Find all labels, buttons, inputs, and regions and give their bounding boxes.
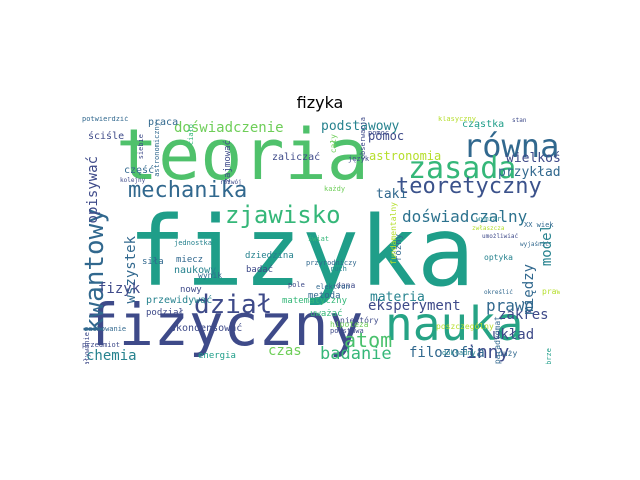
word-zaliczac: zaliczać — [272, 152, 321, 163]
word-ruch: ruch — [330, 265, 347, 273]
word-wymiar: wymiar — [476, 215, 502, 223]
word-uklad: układ — [492, 327, 535, 343]
word-atom: atom — [344, 328, 393, 352]
word-wyjasnic: wyjaśnić — [520, 241, 549, 248]
word-zwlaszcza: zwłaszcza — [472, 225, 505, 232]
word-energia: energia — [198, 351, 236, 361]
word-taki: taki — [376, 187, 408, 202]
word-prawo: prawo — [486, 296, 535, 315]
word-zasada: zasada — [408, 151, 517, 186]
word-fizyczny: fizyczny — [84, 291, 364, 359]
word-nowy: nowy — [180, 285, 202, 295]
word-miedzy: między — [521, 264, 537, 315]
word-hipoteza: hipoteza — [330, 320, 369, 329]
word-zjawisko: zjawisko — [225, 201, 341, 229]
word-czastka: cząstka — [462, 119, 505, 130]
word-zachowanie: zachowanie — [84, 325, 127, 333]
word-dobrze: dobrze — [545, 348, 553, 364]
word-sila: siła — [142, 257, 164, 267]
word-podzial: podział — [146, 308, 184, 318]
word-podstawowy: podstawowy — [321, 119, 400, 134]
word-inny: inny — [466, 342, 510, 363]
word-przewidywac: przewidywać — [146, 295, 213, 306]
word-optyka: optyka — [484, 253, 513, 262]
word-miecz: miecz — [176, 255, 204, 265]
word-okreslic: określić — [484, 289, 513, 296]
word-dana: dana — [336, 281, 356, 290]
word-teoria: teoria — [116, 116, 369, 196]
word-fizyk: fizyk — [98, 281, 141, 297]
word-zakres: zakres — [498, 307, 549, 323]
word-scisle: ściśle — [88, 131, 125, 142]
word-kwantowy: kwantowy — [80, 208, 110, 334]
word-poszczegolny: poszczególny — [436, 322, 494, 331]
word-elektron: elektron — [316, 283, 350, 291]
word-badanie: badanie — [320, 344, 392, 364]
word-jezyk: język — [348, 155, 370, 163]
word-uwazac: uważać — [310, 309, 343, 319]
word-zajmowac: zajmować — [223, 140, 233, 184]
word-caly: cały — [329, 134, 338, 154]
word-umozliwiac: umożliwiać — [482, 233, 519, 240]
word-chemia: chemia — [86, 348, 137, 364]
word-rownanie: równanie — [463, 127, 560, 165]
word-przyrodniczy: przyrodniczy — [306, 259, 357, 267]
word-kolejny: kolejny — [120, 177, 146, 184]
word-eksperyment: eksperyment — [368, 298, 461, 314]
word-jednostka: jednostka — [174, 239, 212, 247]
word-badac: badać — [246, 265, 274, 275]
word-czas: czas — [268, 343, 302, 359]
word-fizyka: fizyka — [128, 196, 475, 308]
word-pomoc: pomoc — [368, 129, 390, 137]
word-duzy: duży — [498, 349, 518, 358]
word-wielkosc: wielkość — [506, 151, 560, 166]
word-stan: stan — [512, 117, 527, 124]
word-metoda: metoda — [308, 291, 341, 301]
word-naukowy: naukowy — [174, 265, 217, 276]
word-dokladny: dokładny — [442, 349, 476, 357]
word-materia: materia — [370, 290, 425, 305]
word-astronomiczny: astronomiczny — [153, 122, 161, 177]
word-cialo: ciało — [187, 124, 195, 146]
word-potwierdzic: potwierdzić — [82, 116, 129, 123]
word-wynik: wynik — [198, 271, 223, 280]
word-pomoc: pomoc — [368, 129, 405, 143]
word-teoretyczny: teoretyczny — [396, 174, 542, 199]
word-matematyczny: matematyczny — [282, 296, 348, 306]
word-klasyczny: klasyczny — [438, 116, 476, 123]
word-astronomia: astronomia — [369, 149, 442, 163]
word-fundamentalny: fundamentalny — [389, 202, 398, 265]
word-doswiadczenie: doświadczenie — [174, 120, 284, 136]
word-mechanika: mechanika — [128, 178, 248, 203]
word-kazdy: każdy — [324, 185, 346, 193]
word-podstawa: podstawa — [330, 327, 364, 335]
word-dzial: dział — [194, 290, 273, 320]
word-siebie: siebie — [137, 134, 145, 160]
word-dziedzina: dziedzina — [245, 251, 294, 261]
figure-title: fizyka — [296, 93, 344, 112]
word-opisywac: opisywać — [85, 156, 101, 224]
word-xx-wiek: XX wiek — [524, 221, 554, 229]
word-filozofia: filozofia — [409, 345, 485, 361]
word-obserwacja: obserwacja — [359, 117, 367, 160]
word-skondensowac: skondensować — [170, 323, 243, 334]
word-praca: praca — [148, 117, 179, 128]
word-czesc: część — [124, 165, 155, 176]
word-pole: pole — [288, 281, 305, 289]
word-doswiadczalny: doświadczalny — [402, 207, 528, 226]
word-przedmiot: przedmiot — [82, 341, 120, 349]
word-niektory: niektóry — [340, 316, 379, 325]
word-swiat: świat — [308, 235, 330, 243]
word-prawa: prawa — [542, 287, 560, 296]
word-nauka: nauka — [385, 297, 524, 351]
word-przyklad: przykład — [498, 165, 560, 180]
word-rozwoj: rozwój — [220, 179, 242, 186]
